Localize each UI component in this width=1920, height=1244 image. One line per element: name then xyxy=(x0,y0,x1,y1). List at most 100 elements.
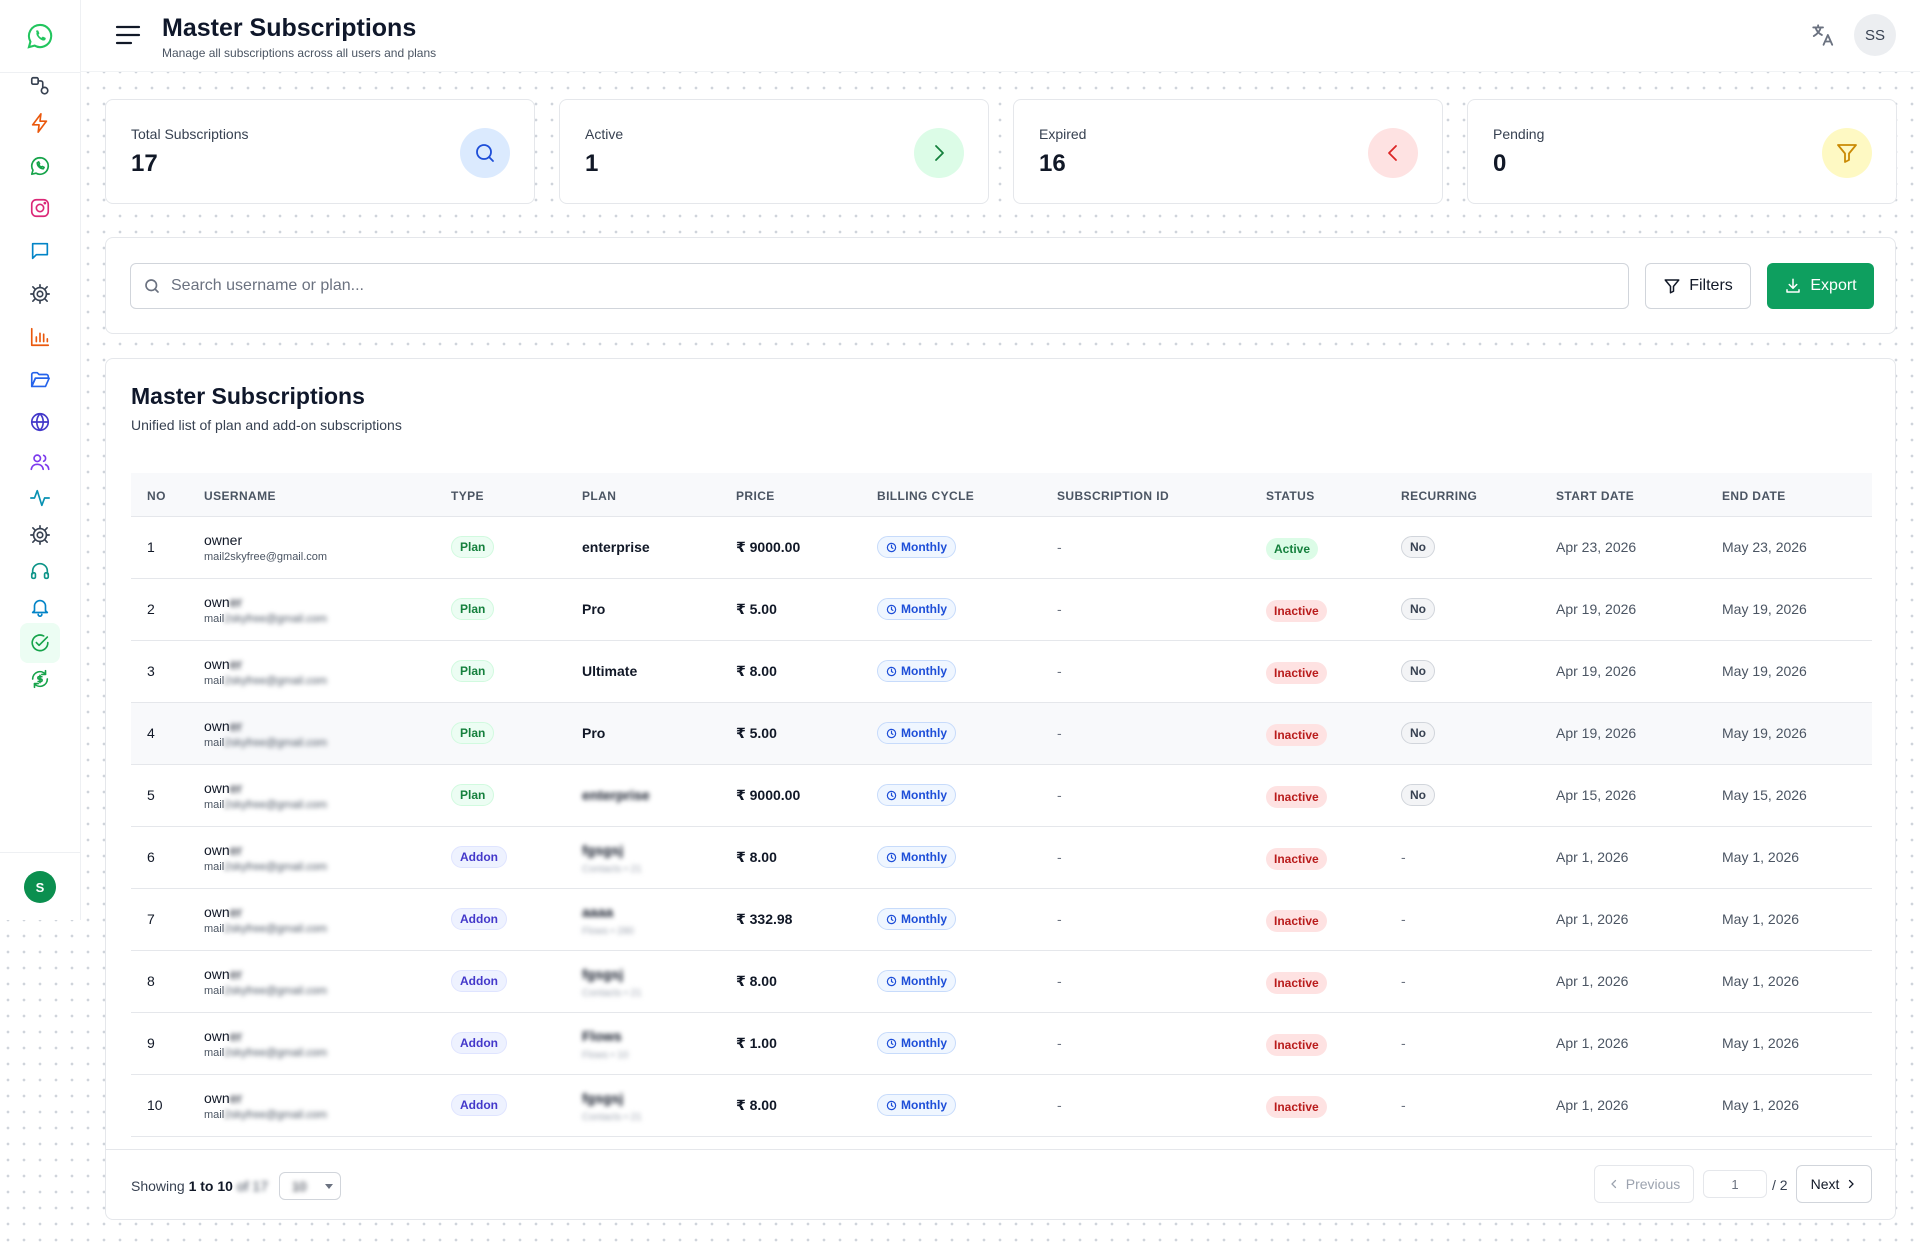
billing-cycle-text: Monthly xyxy=(901,664,947,678)
column-header[interactable]: END DATE xyxy=(1722,489,1786,503)
username: owner xyxy=(204,594,242,610)
plan-name: Flows xyxy=(582,1028,622,1044)
column-header[interactable]: TYPE xyxy=(451,489,484,503)
username: owner xyxy=(204,532,242,548)
filter-icon xyxy=(1822,128,1872,178)
username-text: owner xyxy=(204,842,243,858)
sidebar-item-messages[interactable] xyxy=(20,231,60,271)
end-date: May 19, 2026 xyxy=(1722,601,1807,617)
billing-cycle-text: Monthly xyxy=(901,788,947,802)
stat-value: 1 xyxy=(585,150,599,177)
username: owner xyxy=(204,842,242,858)
export-label: Export xyxy=(1810,277,1857,294)
sidebar-item-workflows[interactable] xyxy=(20,66,60,106)
billing-cycle-badge: Monthly xyxy=(877,846,956,868)
table-row[interactable]: 2 owner mail2skyfree@gmail.com Plan Pro … xyxy=(131,579,1872,641)
previous-page-button[interactable]: Previous xyxy=(1594,1165,1694,1203)
column-header[interactable]: SUBSCRIPTION ID xyxy=(1057,489,1170,503)
end-date: May 19, 2026 xyxy=(1722,663,1807,679)
sidebar-item-analytics[interactable] xyxy=(20,317,60,357)
sidebar-item-support[interactable] xyxy=(20,551,60,591)
recurring-value: - xyxy=(1401,849,1406,865)
page-size-select[interactable]: 10 xyxy=(279,1172,341,1200)
hamburger-menu-icon[interactable] xyxy=(115,24,141,46)
plan-name: enterprise xyxy=(582,539,650,555)
sidebar-item-subscriptions[interactable] xyxy=(20,623,60,663)
sidebar-item-files[interactable] xyxy=(20,360,60,400)
column-header[interactable]: PRICE xyxy=(736,489,775,503)
billing-cycle-badge: Monthly xyxy=(877,598,956,620)
table-row[interactable]: 10 owner mail2skyfree@gmail.com Addon fg… xyxy=(131,1075,1872,1137)
instagram-icon xyxy=(29,197,51,219)
whatsapp-icon xyxy=(29,155,51,177)
plan-name: Pro xyxy=(582,725,606,741)
username: owner xyxy=(204,656,242,672)
user-email: mail2skyfree@gmail.com xyxy=(204,1109,328,1121)
username: owner xyxy=(204,780,242,796)
column-header[interactable]: USERNAME xyxy=(204,489,276,503)
row-number: 2 xyxy=(147,601,155,617)
row-number: 6 xyxy=(147,849,155,865)
chevron-left-icon xyxy=(1368,128,1418,178)
sidebar-item-automation[interactable] xyxy=(20,103,60,143)
table-row[interactable]: 9 owner mail2skyfree@gmail.com Addon Flo… xyxy=(131,1013,1872,1075)
next-page-button[interactable]: Next xyxy=(1796,1165,1872,1203)
search-panel: Filters Export xyxy=(105,237,1896,334)
sidebar-item-billing[interactable] xyxy=(20,659,60,699)
table-row[interactable]: 5 owner mail2skyfree@gmail.com Plan ente… xyxy=(131,765,1872,827)
username-text: owner xyxy=(204,656,243,672)
sidebar-item-web[interactable] xyxy=(20,402,60,442)
column-header[interactable]: PLAN xyxy=(582,489,617,503)
clock-icon xyxy=(886,976,897,987)
price: ₹ 9000.00 xyxy=(736,787,801,803)
table-row[interactable]: 3 owner mail2skyfree@gmail.com Plan Ulti… xyxy=(131,641,1872,703)
billing-cycle-text: Monthly xyxy=(901,726,947,740)
billing-cycle-text: Monthly xyxy=(901,602,947,616)
username: owner xyxy=(204,1028,242,1044)
table-row[interactable]: 1 owner mail2skyfree@gmail.com Plan ente… xyxy=(131,517,1872,579)
filters-button[interactable]: Filters xyxy=(1645,263,1751,309)
sidebar-item-instagram[interactable] xyxy=(20,188,60,228)
sidebar-item-settings[interactable] xyxy=(20,274,60,314)
export-button[interactable]: Export xyxy=(1767,263,1874,309)
search-input[interactable] xyxy=(171,264,1611,308)
sidebar-item-activity[interactable] xyxy=(20,478,60,518)
recurring-value: - xyxy=(1401,911,1406,927)
recurring-badge: No xyxy=(1401,598,1435,620)
table-row[interactable]: 8 owner mail2skyfree@gmail.com Addon fgs… xyxy=(131,951,1872,1013)
table-row[interactable]: 7 owner mail2skyfree@gmail.com Addon aaa… xyxy=(131,889,1872,951)
whatsapp-logo-icon[interactable] xyxy=(24,20,56,52)
plan-name: aaaa xyxy=(582,904,614,920)
chevron-right-icon xyxy=(914,128,964,178)
column-header[interactable]: STATUS xyxy=(1266,489,1315,503)
table-row[interactable]: 4 owner mail2skyfree@gmail.com Plan Pro … xyxy=(131,703,1872,765)
subscription-id: - xyxy=(1057,849,1062,865)
start-date: Apr 19, 2026 xyxy=(1556,725,1637,741)
sidebar-avatar[interactable]: S xyxy=(24,871,56,903)
bell-icon xyxy=(29,596,51,618)
username: owner xyxy=(204,1090,242,1106)
column-header[interactable]: START DATE xyxy=(1556,489,1635,503)
username-text: owner xyxy=(204,1028,243,1044)
sidebar-item-users[interactable] xyxy=(20,442,60,482)
column-header[interactable]: RECURRING xyxy=(1401,489,1478,503)
table-header: NO USERNAME TYPE PLAN PRICE BILLING CYCLE SUBS… xyxy=(131,473,1872,517)
username-text: owner xyxy=(204,780,243,796)
translate-icon[interactable] xyxy=(1810,22,1836,48)
page-title: Master Subscriptions xyxy=(162,14,417,42)
sidebar-item-whatsapp[interactable] xyxy=(20,146,60,186)
user-email: mail2skyfree@gmail.com xyxy=(204,923,328,935)
column-header[interactable]: BILLING CYCLE xyxy=(877,489,975,503)
sidebar-item-config[interactable] xyxy=(20,515,60,555)
clock-icon xyxy=(886,728,897,739)
column-header[interactable]: NO xyxy=(147,489,166,503)
user-email: mail2skyfree@gmail.com xyxy=(204,861,328,873)
row-number: 7 xyxy=(147,911,155,927)
sidebar-item-notifications[interactable] xyxy=(20,587,60,627)
type-badge: Addon xyxy=(451,1094,507,1116)
table-row[interactable]: 6 owner mail2skyfree@gmail.com Addon fgs… xyxy=(131,827,1872,889)
start-date: Apr 1, 2026 xyxy=(1556,849,1629,865)
showing-text: Showing 1 to 10 of 17 xyxy=(131,1178,268,1194)
page-number-input[interactable] xyxy=(1703,1170,1767,1198)
user-avatar[interactable]: SS xyxy=(1854,14,1896,56)
